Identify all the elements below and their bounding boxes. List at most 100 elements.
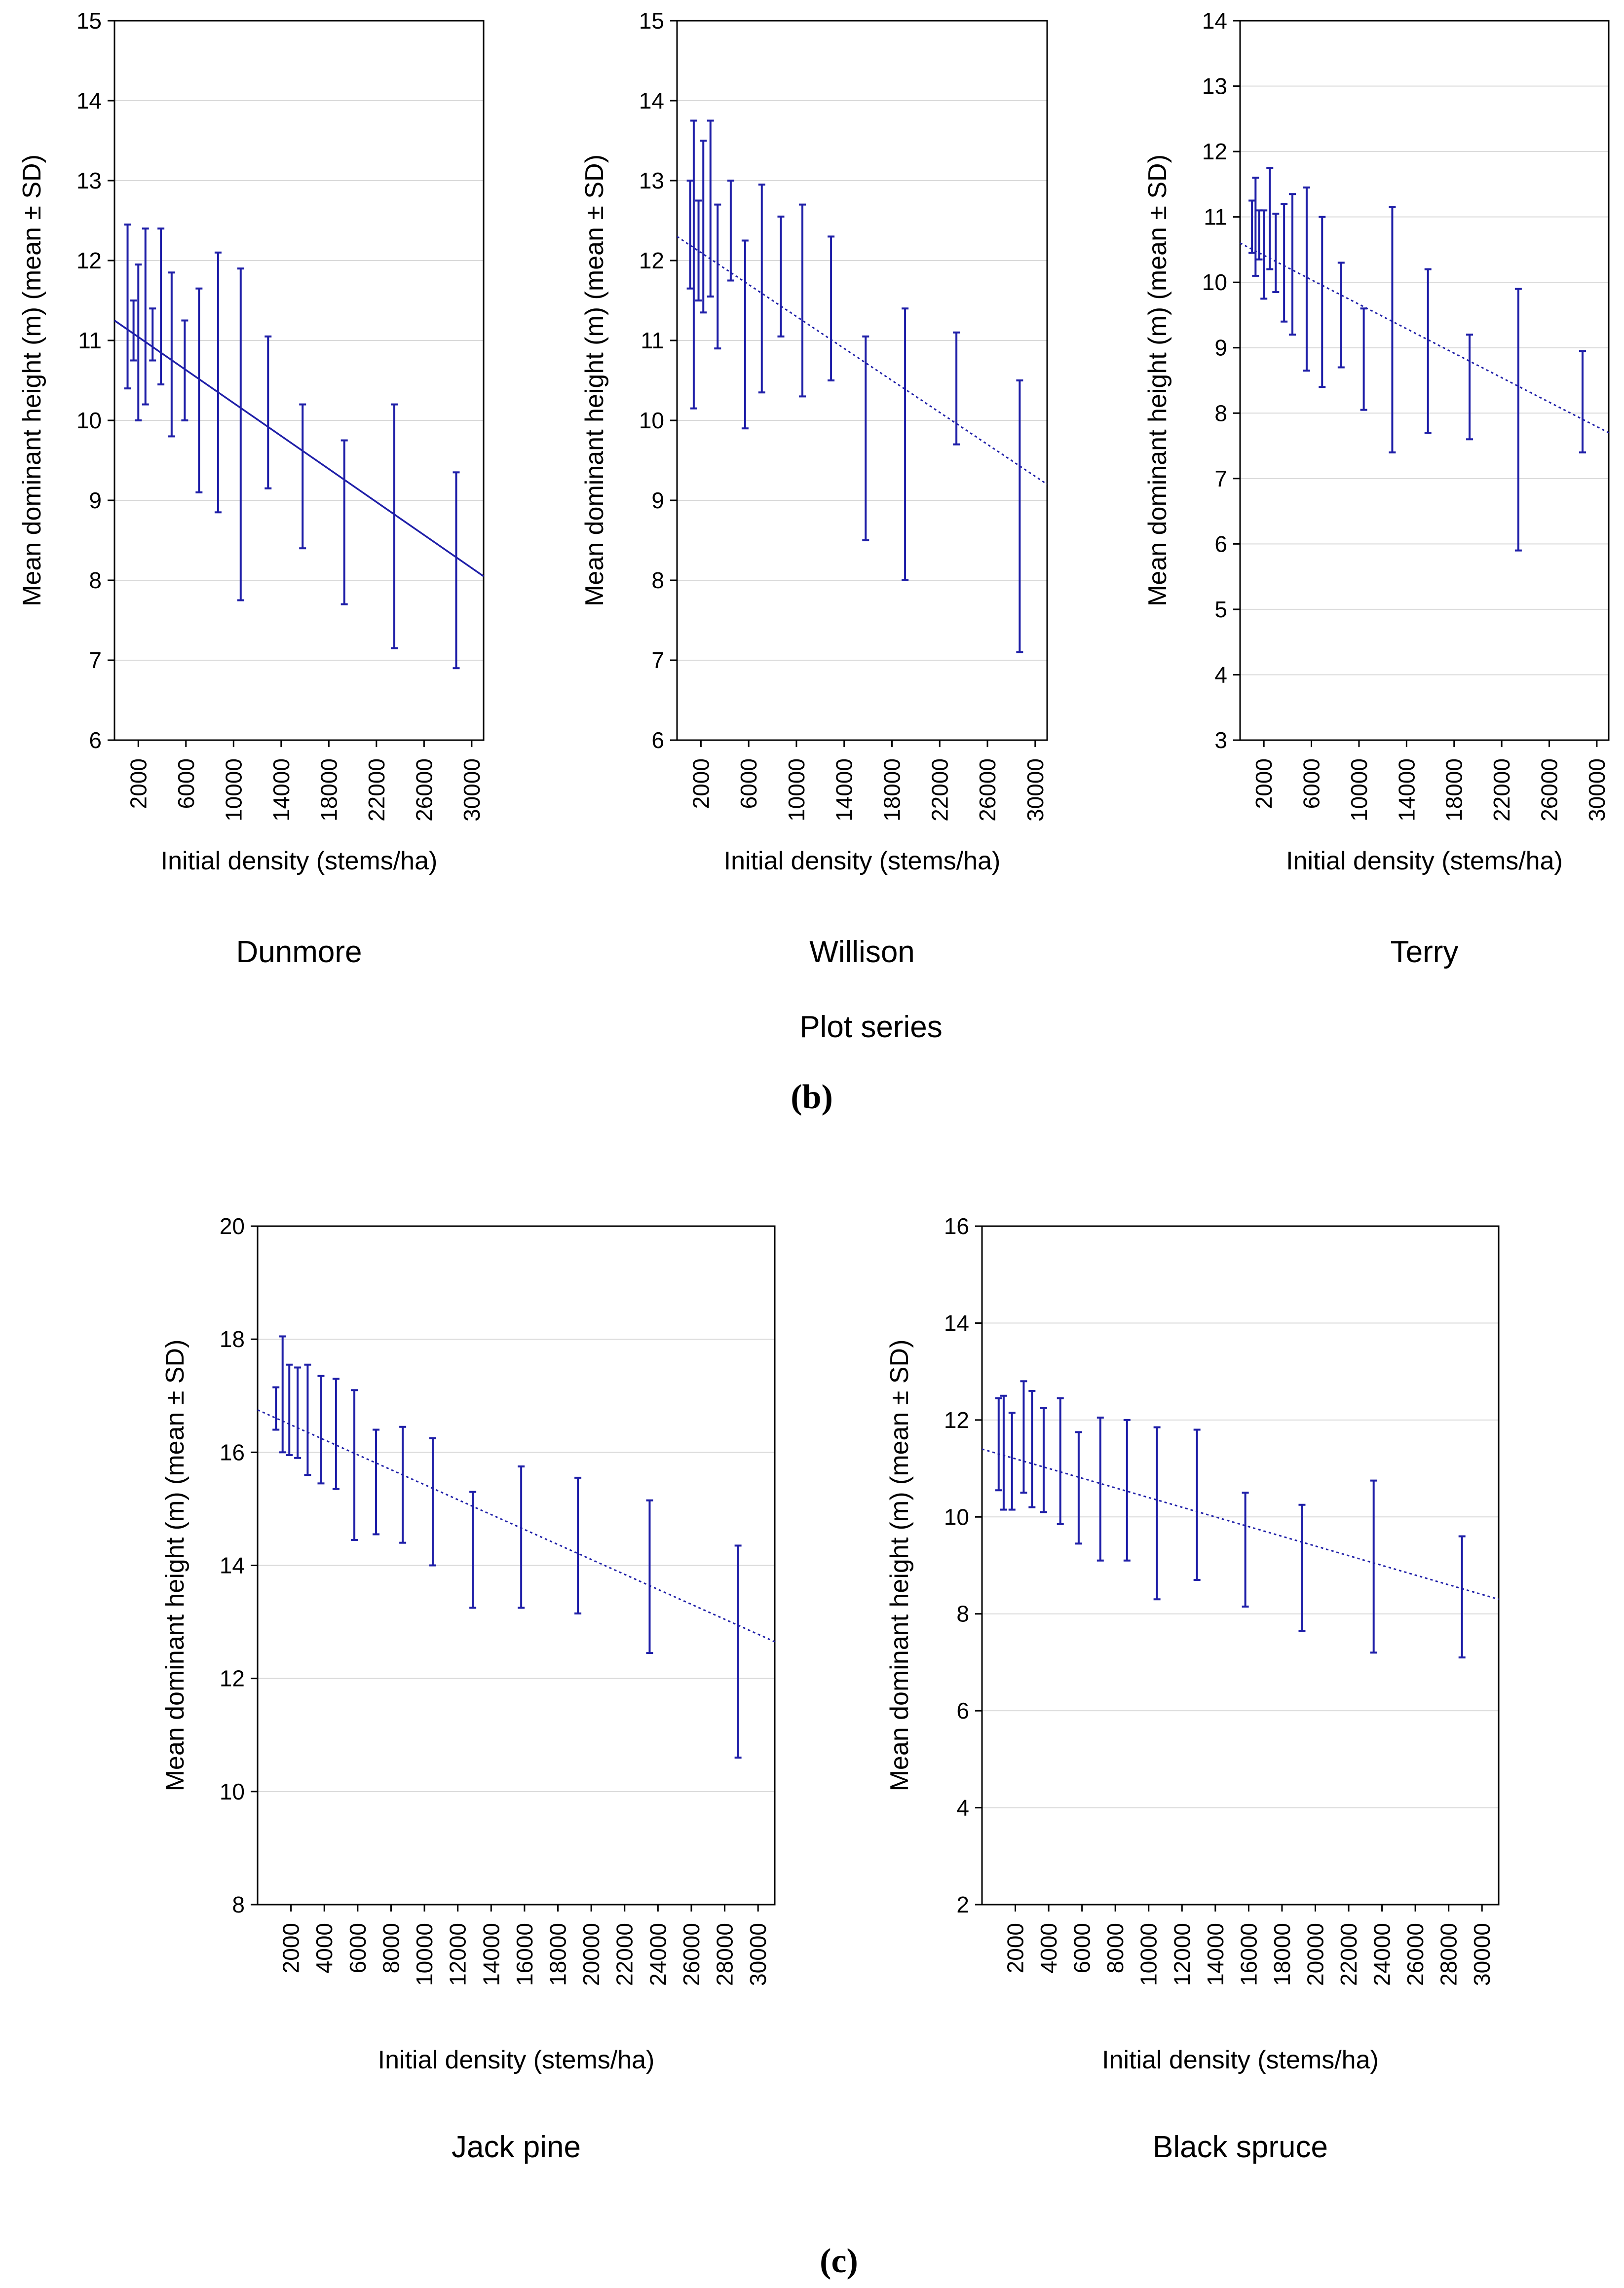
y-axis-label: Mean dominant height (m) (mean ± SD) bbox=[161, 1340, 189, 1792]
x-tick-label: 2000 bbox=[125, 758, 151, 809]
y-tick-label: 12 bbox=[220, 1666, 245, 1691]
x-tick-label: 30000 bbox=[459, 758, 485, 822]
error-bar bbox=[294, 1366, 302, 1459]
y-tick-label: 2 bbox=[956, 1892, 969, 1917]
error-bar bbox=[195, 287, 203, 493]
plot-frame bbox=[1239, 20, 1610, 741]
error-bar bbox=[168, 271, 175, 438]
y-tick-label: 10 bbox=[76, 408, 102, 433]
caption-c: (c) bbox=[820, 2242, 858, 2280]
x-tick-label: 2000 bbox=[1003, 1923, 1028, 1973]
error-bar bbox=[1514, 288, 1522, 552]
error-bar bbox=[264, 335, 272, 489]
x-tick-label: 2000 bbox=[688, 758, 714, 809]
y-tick-label: 12 bbox=[1202, 139, 1227, 164]
plot-frame bbox=[676, 20, 1048, 741]
x-tick-label: 18000 bbox=[1269, 1923, 1295, 1986]
chart-title: Jack pine bbox=[452, 2130, 581, 2164]
error-bar bbox=[1260, 209, 1268, 300]
error-bar bbox=[690, 119, 697, 410]
x-tick-label: 18000 bbox=[879, 758, 905, 822]
error-bar bbox=[695, 199, 702, 301]
error-bar bbox=[1020, 1380, 1027, 1494]
y-tick-label: 12 bbox=[944, 1407, 969, 1433]
y-tick-label: 11 bbox=[641, 328, 664, 353]
x-tick-label: 26000 bbox=[1402, 1923, 1428, 1986]
trend-line bbox=[257, 1409, 775, 1643]
error-bar bbox=[686, 180, 694, 290]
x-tick-label: 26000 bbox=[411, 758, 437, 822]
error-bar bbox=[1298, 1503, 1306, 1632]
x-tick-label: 22000 bbox=[1336, 1923, 1361, 1986]
error-bar bbox=[707, 119, 714, 298]
x-tick-label: 6000 bbox=[1069, 1923, 1095, 1973]
error-bar bbox=[399, 1425, 407, 1544]
chart-title: Terry bbox=[1391, 935, 1459, 969]
y-tick-label: 9 bbox=[1214, 335, 1227, 361]
y-tick-label: 9 bbox=[651, 488, 664, 513]
error-bar bbox=[453, 471, 460, 670]
x-tick-label: 30000 bbox=[1469, 1923, 1495, 1986]
error-bar bbox=[1579, 350, 1586, 453]
error-bar bbox=[1000, 1394, 1007, 1511]
error-bar bbox=[1266, 167, 1274, 270]
x-axis-label: Initial density (stems/ha) bbox=[161, 847, 438, 875]
y-tick-label: 14 bbox=[944, 1310, 969, 1336]
y-tick-label: 8 bbox=[651, 567, 664, 593]
error-bar bbox=[124, 224, 131, 390]
x-tick-label: 24000 bbox=[1369, 1923, 1395, 1986]
y-tick-label: 14 bbox=[1202, 8, 1227, 34]
x-tick-label: 8000 bbox=[1102, 1923, 1128, 1973]
x-tick-label: 2000 bbox=[1251, 758, 1277, 809]
y-tick-label: 11 bbox=[1204, 204, 1227, 230]
x-axis-label: Initial density (stems/ha) bbox=[1286, 847, 1563, 875]
x-tick-label: 28000 bbox=[712, 1923, 738, 1986]
error-bar bbox=[1040, 1407, 1047, 1513]
error-bar bbox=[862, 335, 869, 541]
y-tick-label: 15 bbox=[639, 8, 664, 34]
error-bar bbox=[1075, 1431, 1082, 1545]
chart-title: Black spruce bbox=[1153, 2130, 1328, 2164]
x-axis-label: Initial density (stems/ha) bbox=[378, 2046, 655, 2074]
x-tick-label: 6000 bbox=[736, 758, 761, 809]
y-tick-label: 6 bbox=[1214, 531, 1227, 557]
x-tick-label: 6000 bbox=[173, 758, 199, 809]
x-axis-label: Initial density (stems/ha) bbox=[724, 847, 1001, 875]
error-bar bbox=[953, 331, 960, 446]
x-tick-label: 18000 bbox=[316, 758, 341, 822]
x-tick-label: 26000 bbox=[975, 758, 1000, 822]
y-tick-label: 16 bbox=[944, 1213, 969, 1239]
error-bar bbox=[391, 403, 398, 649]
error-bar bbox=[1424, 268, 1432, 434]
x-tick-label: 8000 bbox=[378, 1923, 404, 1973]
x-tick-label: 22000 bbox=[364, 758, 389, 822]
x-tick-label: 10000 bbox=[221, 758, 246, 822]
error-bar bbox=[214, 251, 222, 514]
y-tick-label: 14 bbox=[76, 88, 102, 113]
x-tick-label: 20000 bbox=[1302, 1923, 1328, 1986]
error-bar bbox=[700, 140, 707, 314]
x-tick-label: 10000 bbox=[1136, 1923, 1162, 1986]
x-tick-label: 22000 bbox=[927, 758, 952, 822]
error-bar bbox=[149, 307, 156, 362]
chart-panels: 6 7 8 9 10 11 12 13 14 15 2000 6000 10000 14000 18000 2… bbox=[18, 8, 1610, 2164]
error-bar bbox=[1389, 206, 1396, 453]
y-tick-label: 13 bbox=[1202, 74, 1227, 99]
chart-title: Willison bbox=[809, 935, 915, 969]
y-tick-label: 18 bbox=[220, 1326, 245, 1352]
y-tick-label: 12 bbox=[639, 248, 664, 273]
chart-jackpine: 8 10 12 14 16 18 20 2000 4000 6000 8000 10000 12000 1… bbox=[161, 1213, 776, 2164]
error-bar bbox=[317, 1375, 325, 1485]
y-tick-label: 13 bbox=[76, 168, 102, 193]
x-tick-label: 14000 bbox=[1203, 1923, 1228, 1986]
error-bar bbox=[518, 1465, 525, 1609]
error-bar bbox=[902, 307, 909, 581]
chart-title: Dunmore bbox=[236, 935, 362, 969]
y-tick-label: 7 bbox=[651, 647, 664, 673]
x-tick-label: 24000 bbox=[645, 1923, 671, 1986]
error-bar bbox=[332, 1378, 340, 1490]
y-tick-label: 15 bbox=[76, 8, 102, 34]
x-tick-label: 10000 bbox=[1346, 758, 1372, 822]
y-tick-label: 14 bbox=[220, 1553, 245, 1578]
y-tick-label: 7 bbox=[89, 647, 102, 673]
